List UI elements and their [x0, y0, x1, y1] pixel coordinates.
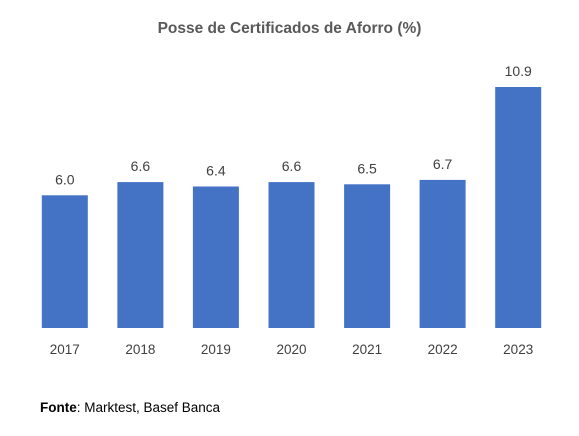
data-label-2017: 6.0 [55, 171, 75, 187]
x-tick-label-2018: 2018 [125, 342, 155, 357]
data-label-2023: 10.9 [505, 63, 532, 79]
bar-2023 [495, 87, 542, 328]
source-text: : Marktest, Basef Banca [76, 400, 221, 415]
bar-2020 [268, 182, 315, 328]
data-label-2022: 6.7 [433, 156, 453, 172]
bar-2019 [192, 186, 239, 328]
source-label: Fonte [40, 400, 77, 415]
bars-group [41, 87, 542, 328]
bar-2017 [41, 195, 88, 328]
bar-2022 [419, 179, 466, 328]
bar-2021 [344, 184, 391, 328]
data-label-2019: 6.4 [206, 163, 226, 179]
bar-2018 [117, 182, 164, 328]
source-note: Fonte: Marktest, Basef Banca [40, 400, 220, 415]
x-tick-label-2022: 2022 [428, 342, 458, 357]
x-tick-label-2023: 2023 [503, 342, 533, 357]
x-tick-label-2021: 2021 [352, 342, 382, 357]
data-label-2020: 6.6 [282, 158, 302, 174]
x-axis-ticks: 2017 2018 2019 2020 2021 2022 2023 [50, 342, 533, 357]
chart-title: Posse de Certificados de Aforro (%) [157, 20, 422, 37]
data-label-2021: 6.5 [357, 160, 377, 176]
value-labels-group: 6.0 6.6 6.4 6.6 6.5 6.7 10.9 [55, 63, 532, 187]
x-tick-label-2020: 2020 [276, 342, 306, 357]
x-tick-label-2017: 2017 [50, 342, 80, 357]
data-label-2018: 6.6 [131, 158, 151, 174]
x-tick-label-2019: 2019 [201, 342, 231, 357]
